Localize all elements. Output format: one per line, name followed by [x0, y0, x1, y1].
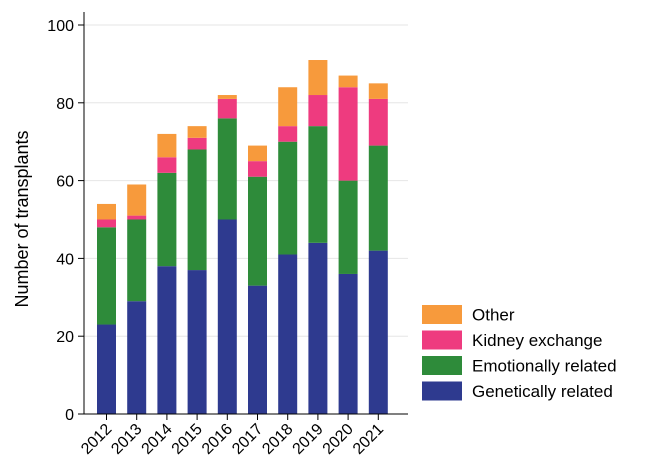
bar-segment	[369, 146, 388, 251]
bar-segment	[127, 301, 146, 414]
bar-segment	[248, 177, 267, 286]
bar-segment	[339, 87, 358, 180]
bar-segment	[157, 157, 176, 173]
bar-segment	[369, 99, 388, 146]
bar-segment	[97, 325, 116, 414]
bar-segment	[188, 138, 207, 150]
bar-segment	[339, 76, 358, 88]
y-tick-label: 20	[56, 329, 74, 346]
bar-segment	[248, 146, 267, 162]
legend-swatch	[422, 331, 462, 350]
bar-segment	[97, 220, 116, 228]
legend-label: Emotionally related	[472, 357, 617, 376]
y-tick-label: 80	[56, 96, 74, 113]
bar-segment	[278, 255, 297, 414]
bar-segment	[369, 83, 388, 99]
bar-segment	[188, 270, 207, 414]
legend: Other Kidney exchange Emotionally related G…	[422, 305, 617, 401]
bars	[97, 60, 388, 414]
bar-segment	[188, 126, 207, 138]
y-tick-label: 60	[56, 174, 74, 191]
bar-segment	[157, 266, 176, 414]
y-ticks: 0 20 40 60 80 100	[47, 18, 84, 424]
bar-segment	[218, 95, 237, 99]
bar-segment	[218, 220, 237, 415]
bar-segment	[278, 142, 297, 255]
bar-segment	[127, 220, 146, 302]
bar-segment	[157, 173, 176, 266]
legend-label: Kidney exchange	[472, 331, 602, 350]
legend-swatch	[422, 382, 462, 401]
bar-segment	[218, 99, 237, 118]
legend-label: Genetically related	[472, 382, 613, 401]
bar-segment	[308, 60, 327, 95]
x-tick-label: 2015	[169, 421, 206, 457]
y-tick-label: 40	[56, 251, 74, 268]
y-tick-label: 0	[65, 407, 74, 424]
bar-segment	[339, 274, 358, 414]
x-tick-label: 2013	[108, 421, 145, 457]
legend-label: Other	[472, 306, 515, 325]
bar-segment	[218, 118, 237, 219]
bar-segment	[127, 216, 146, 220]
bar-segment	[308, 95, 327, 126]
x-tick-label: 2017	[229, 421, 266, 457]
bar-segment	[308, 126, 327, 243]
x-tick-label: 2012	[78, 421, 115, 457]
bar-segment	[308, 243, 327, 414]
x-tick-label: 2019	[290, 421, 327, 457]
legend-swatch	[422, 356, 462, 375]
legend-swatch	[422, 305, 462, 324]
bar-segment	[97, 227, 116, 324]
bar-segment	[369, 251, 388, 414]
x-tick-label: 2020	[320, 421, 357, 457]
bar-segment	[248, 161, 267, 177]
bar-segment	[339, 181, 358, 274]
bar-segment	[188, 149, 207, 270]
x-tick-label: 2021	[350, 421, 387, 457]
x-tick-label: 2016	[199, 421, 236, 457]
bar-segment	[278, 87, 297, 126]
bar-segment	[248, 286, 267, 414]
y-axis-title: Number of transplants	[12, 130, 32, 307]
y-tick-label: 100	[47, 18, 74, 35]
x-tick-label: 2018	[259, 421, 296, 457]
bar-segment	[127, 184, 146, 215]
bar-segment	[278, 126, 297, 142]
bar-segment	[157, 134, 176, 157]
x-tick-label: 2014	[139, 421, 176, 457]
bar-segment	[97, 204, 116, 220]
